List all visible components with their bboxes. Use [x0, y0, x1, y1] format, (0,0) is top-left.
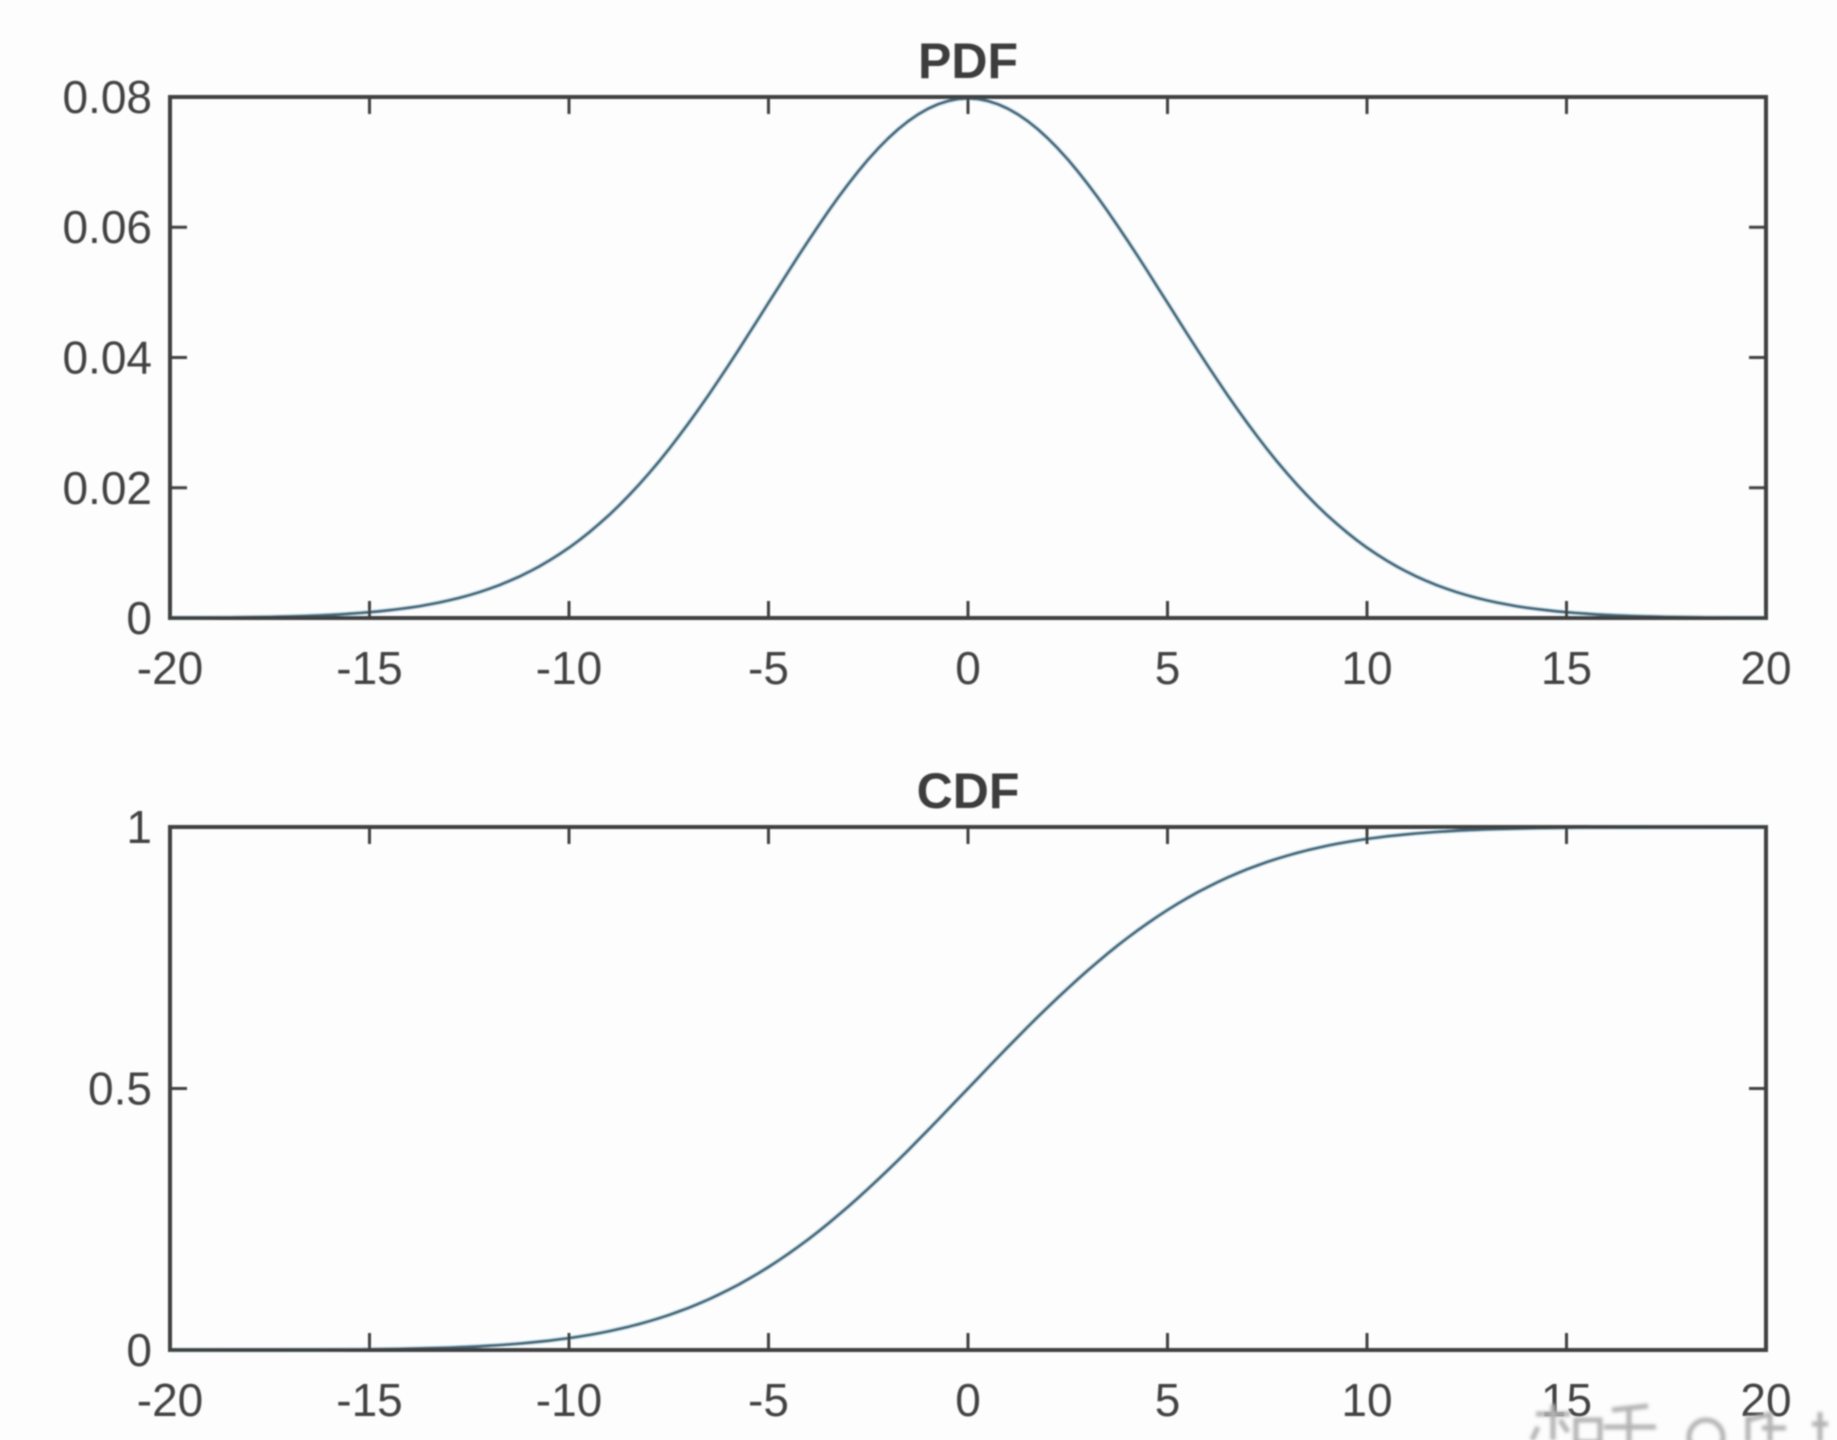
- svg-text:-10: -10: [536, 1374, 602, 1426]
- svg-text:-5: -5: [748, 1374, 789, 1426]
- svg-text:1: 1: [126, 801, 152, 853]
- svg-text:-15: -15: [336, 642, 402, 694]
- svg-text:0: 0: [955, 1374, 981, 1426]
- svg-text:5: 5: [1155, 1374, 1181, 1426]
- svg-text:15: 15: [1541, 642, 1592, 694]
- svg-text:10: 10: [1341, 1374, 1392, 1426]
- svg-text:15: 15: [1541, 1374, 1592, 1426]
- svg-text:0.5: 0.5: [88, 1063, 152, 1115]
- svg-text:5: 5: [1155, 642, 1181, 694]
- svg-text:0.02: 0.02: [62, 462, 152, 514]
- svg-text:0.04: 0.04: [62, 332, 152, 384]
- svg-text:20: 20: [1740, 642, 1791, 694]
- svg-text:0.06: 0.06: [62, 201, 152, 253]
- svg-text:0: 0: [126, 592, 152, 644]
- svg-text:0: 0: [126, 1324, 152, 1376]
- svg-text:-20: -20: [137, 642, 203, 694]
- svg-text:-15: -15: [336, 1374, 402, 1426]
- svg-text:-10: -10: [536, 642, 602, 694]
- svg-text:CDF: CDF: [917, 763, 1020, 819]
- svg-text:-5: -5: [748, 642, 789, 694]
- svg-text:-20: -20: [137, 1374, 203, 1426]
- svg-text:0.08: 0.08: [62, 71, 152, 123]
- svg-text:PDF: PDF: [918, 33, 1018, 89]
- svg-text:0: 0: [955, 642, 981, 694]
- svg-text:10: 10: [1341, 642, 1392, 694]
